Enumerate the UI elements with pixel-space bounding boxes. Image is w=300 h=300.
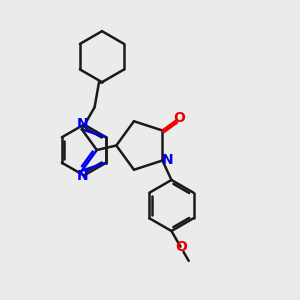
Text: O: O [173,111,185,125]
Text: O: O [175,240,187,254]
Text: N: N [76,169,88,183]
Text: N: N [76,117,88,131]
Text: N: N [162,154,174,167]
